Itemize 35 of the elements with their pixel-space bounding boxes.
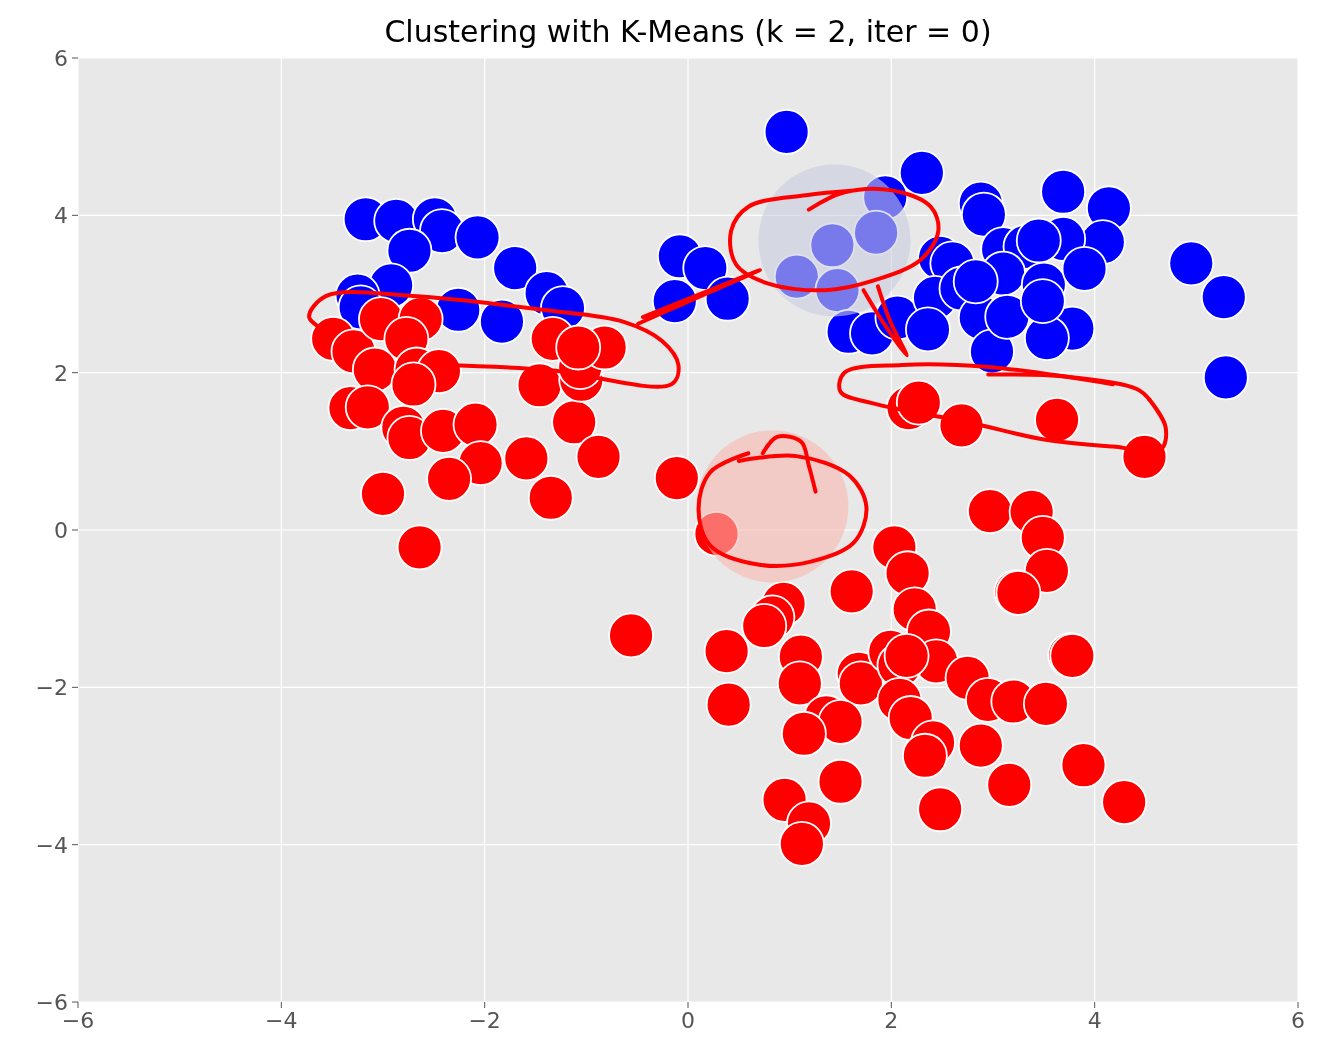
x-tick-label: 4 [1087, 1008, 1102, 1033]
y-tick-label: −6 [35, 990, 68, 1015]
y-tick-label: 4 [54, 203, 68, 229]
y-tick-label: 6 [54, 46, 68, 71]
point [952, 258, 999, 305]
y-tick-label: 0 [54, 518, 68, 543]
point [1200, 274, 1247, 321]
x-tick-label: 2 [884, 1008, 899, 1033]
x-tick-label: −4 [265, 1008, 298, 1033]
x-tick-label: 0 [681, 1008, 695, 1033]
point [763, 109, 810, 155]
y-tick-label: 2 [54, 360, 68, 386]
point [386, 227, 433, 274]
point [960, 191, 1007, 238]
point [1015, 217, 1062, 264]
point [758, 164, 911, 317]
x-tick-label: −2 [468, 1008, 501, 1033]
point [898, 149, 945, 196]
x-tick-label: 6 [1291, 1008, 1305, 1033]
point [479, 298, 525, 345]
chart-title: Clustering with K-Means (k = 2, iter = 0) [384, 14, 992, 49]
point [454, 214, 501, 261]
point [1061, 245, 1108, 292]
point [905, 306, 951, 353]
y-tick-label: −4 [35, 832, 68, 858]
point [1202, 354, 1249, 401]
y-tick-label: −2 [35, 675, 68, 701]
point [1019, 278, 1066, 324]
point [853, 209, 899, 256]
point [1168, 240, 1215, 287]
point [984, 293, 1031, 340]
point [492, 245, 539, 291]
point [682, 245, 729, 291]
point [1040, 168, 1087, 215]
point [1023, 315, 1070, 361]
